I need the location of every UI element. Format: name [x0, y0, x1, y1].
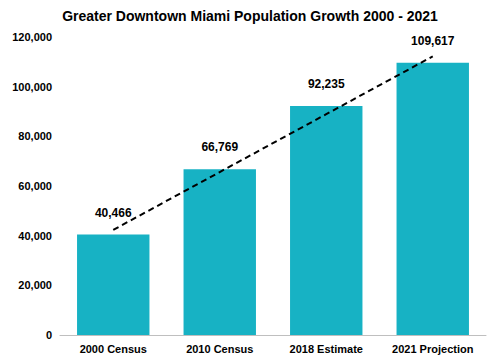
svg-text:20,000: 20,000	[18, 279, 52, 291]
svg-text:2018 Estimate: 2018 Estimate	[290, 343, 363, 355]
svg-text:66,769: 66,769	[201, 140, 238, 154]
svg-text:120,000: 120,000	[12, 31, 52, 43]
svg-text:80,000: 80,000	[18, 130, 52, 142]
svg-text:2010 Census: 2010 Census	[186, 343, 253, 355]
svg-text:109,617: 109,617	[411, 34, 455, 48]
svg-text:Greater Downtown Miami Populat: Greater Downtown Miami Population Growth…	[62, 8, 438, 24]
svg-text:100,000: 100,000	[12, 81, 52, 93]
svg-text:2000 Census: 2000 Census	[80, 343, 147, 355]
svg-text:92,235: 92,235	[308, 77, 345, 91]
svg-text:60,000: 60,000	[18, 180, 52, 192]
svg-text:0: 0	[46, 329, 52, 341]
svg-text:2021 Projection: 2021 Projection	[392, 343, 474, 355]
svg-text:40,000: 40,000	[18, 230, 52, 242]
svg-text:40,466: 40,466	[95, 206, 132, 220]
